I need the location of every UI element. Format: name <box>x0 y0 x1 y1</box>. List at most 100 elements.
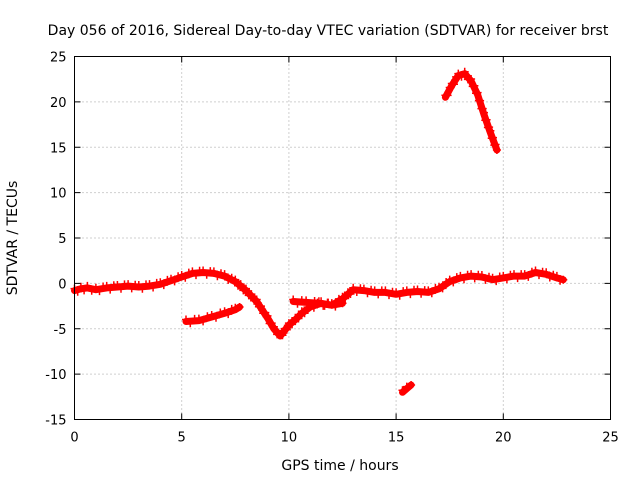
data-point <box>480 108 488 117</box>
data-point <box>542 268 551 277</box>
data-point <box>134 281 143 289</box>
data-point <box>467 75 476 83</box>
data-point <box>460 67 469 76</box>
data-point <box>138 284 147 293</box>
data-point <box>124 280 133 289</box>
data-point <box>559 275 568 284</box>
data-point <box>489 133 497 142</box>
y-tick-label: -5 <box>54 323 67 338</box>
data-point <box>502 275 511 284</box>
data-point <box>470 81 479 90</box>
data-point <box>188 267 197 276</box>
axis-ticks: 0 5 10 15 20 25 -15 -10 -5 0 5 10 15 20 25 <box>45 51 619 446</box>
data-point <box>269 322 278 331</box>
data-point <box>443 91 452 100</box>
data-point <box>417 289 426 298</box>
chart-title: Day 056 of 2016, Sidereal Day-to-day VTE… <box>48 23 609 39</box>
y-tick-label: 15 <box>50 141 67 156</box>
data-point <box>407 381 416 389</box>
data-point <box>163 275 172 284</box>
data-point <box>467 270 476 279</box>
data-point <box>306 300 315 309</box>
y-axis-title: SDTVAR / TECUs <box>5 181 21 296</box>
data-point <box>527 267 536 276</box>
data-point <box>492 146 501 154</box>
data-point <box>485 123 494 132</box>
data-point <box>470 274 479 283</box>
data-point <box>338 299 347 308</box>
data-point <box>450 80 458 89</box>
data-point <box>398 386 407 395</box>
y-tick-label: 10 <box>50 187 67 202</box>
data-point <box>203 312 212 321</box>
data-point <box>202 270 211 279</box>
data-point <box>349 283 358 292</box>
data-point <box>80 286 89 295</box>
data-point <box>212 313 220 322</box>
data-point <box>352 288 361 296</box>
data-point <box>334 297 343 306</box>
data-point <box>427 289 436 298</box>
x-tick-label: 25 <box>602 431 619 446</box>
data-point <box>170 277 179 286</box>
data-point <box>102 281 111 290</box>
data-point <box>73 287 82 296</box>
data-point <box>452 273 461 282</box>
data-point <box>209 267 218 276</box>
data-point <box>231 275 240 284</box>
data-point <box>278 331 287 340</box>
data-point <box>220 270 229 279</box>
data-point <box>186 319 195 328</box>
data-point <box>395 291 404 300</box>
data-series-group <box>70 266 568 340</box>
data-point <box>486 126 495 135</box>
data-point <box>247 290 256 299</box>
x-tick-label: 5 <box>178 431 186 446</box>
x-tick-label: 15 <box>388 431 405 446</box>
data-point <box>314 297 323 306</box>
data-point <box>181 273 190 282</box>
data-point <box>491 140 500 149</box>
data-point <box>531 266 540 275</box>
y-tick-label: 5 <box>58 232 66 247</box>
data-point <box>513 274 522 283</box>
data-point <box>227 304 236 313</box>
data-point <box>402 382 411 391</box>
data-point <box>207 311 216 319</box>
y-tick-label: 25 <box>50 51 67 66</box>
data-point <box>199 317 208 326</box>
data-point <box>302 296 311 305</box>
data-series-group <box>182 303 244 328</box>
data-point <box>510 270 518 279</box>
data-point <box>431 284 440 292</box>
grid-lines <box>74 56 611 420</box>
data-point <box>235 303 244 311</box>
data-point <box>113 281 122 289</box>
data-point <box>174 272 183 281</box>
data-point <box>485 272 493 281</box>
data-point <box>159 281 168 290</box>
data-point <box>406 290 415 299</box>
data-point <box>359 284 368 293</box>
y-tick-label: -10 <box>45 368 66 383</box>
x-tick-label: 20 <box>495 431 512 446</box>
data-point <box>106 285 115 294</box>
data-point <box>289 295 298 304</box>
data-point <box>242 284 250 293</box>
data-point <box>524 272 533 281</box>
data-series-group <box>441 67 501 154</box>
data-point <box>370 286 379 295</box>
data-series-group <box>289 295 347 311</box>
data-point <box>492 277 501 286</box>
data-point <box>435 282 443 291</box>
data-point <box>449 278 458 287</box>
y-tick-label: 20 <box>50 96 67 111</box>
data-point <box>216 308 225 317</box>
data-point <box>476 96 485 105</box>
data-point <box>127 284 136 293</box>
data-point <box>478 104 487 113</box>
data-point <box>300 309 309 318</box>
data-point <box>149 283 158 292</box>
data-point <box>194 314 203 323</box>
